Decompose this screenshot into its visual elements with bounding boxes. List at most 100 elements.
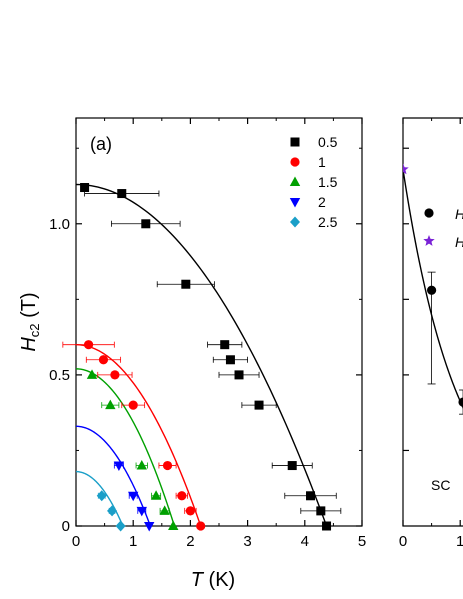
x-axis-label-main: T xyxy=(191,569,205,591)
data-point xyxy=(83,340,94,350)
data-point xyxy=(177,491,187,501)
data-point xyxy=(98,355,109,365)
x-tick-label: 2 xyxy=(186,533,194,550)
legend-label: 1 xyxy=(318,154,326,170)
data-point xyxy=(105,399,116,410)
legend-label: 1.5 xyxy=(318,174,338,190)
panel-b-x-tick-label: 1 xyxy=(456,533,463,550)
data-point xyxy=(159,505,170,515)
panel-b-data-point xyxy=(458,397,463,407)
fit-curve-0.5 xyxy=(76,183,328,526)
data-point xyxy=(196,521,206,531)
panel-b-legend-item: H xyxy=(423,234,463,250)
x-tick-label: 3 xyxy=(243,533,251,550)
legend-label: 2 xyxy=(318,194,326,210)
panel-b-series-1 xyxy=(403,163,409,175)
legend-marker xyxy=(289,176,301,186)
svg-text:Hc2 (T): Hc2 (T) xyxy=(18,292,42,351)
fit-curve-2.5 xyxy=(76,470,124,526)
panel-b: 01 HH SC xyxy=(399,117,463,550)
x-tick-label: 0 xyxy=(72,533,80,550)
x-axis-label-unit: (K) xyxy=(203,569,235,591)
panel-a-fit-curves xyxy=(76,183,328,526)
data-point xyxy=(115,520,126,532)
data-point xyxy=(110,370,120,380)
y-tick-label: 0.5 xyxy=(49,367,70,384)
panel-b-legend-marker xyxy=(424,208,434,218)
data-point xyxy=(136,460,147,470)
data-point xyxy=(162,460,173,471)
x-tick-label: 5 xyxy=(358,533,366,550)
data-point xyxy=(220,340,230,350)
panel-b-frame xyxy=(402,117,463,527)
x-tick-label: 1 xyxy=(129,533,137,550)
data-point xyxy=(141,219,151,229)
panel-a-data-points xyxy=(62,183,342,532)
legend-marker xyxy=(290,216,300,228)
panel-b-legend-label: H xyxy=(455,234,463,250)
data-point xyxy=(316,506,326,516)
data-point xyxy=(150,490,162,500)
data-point xyxy=(80,183,90,193)
x-axis-label: T (K) xyxy=(191,569,235,591)
legend-marker xyxy=(290,137,300,147)
fit-curve-1 xyxy=(76,343,202,526)
panel-a-ticks: 0 1 2 3 4 5 0 0.5 1.0 xyxy=(49,118,366,550)
data-point xyxy=(306,491,316,501)
data-point xyxy=(86,369,98,379)
y-axis-label: Hc2 (T) xyxy=(18,292,42,351)
y-tick-label: 0 xyxy=(62,518,70,535)
panel-a: 0 1 2 3 4 5 0 0.5 1.0 (a) 0.5 1 1.5 2 2.5 Hc2 (T) T … xyxy=(18,117,366,591)
legend-label: 2.5 xyxy=(318,214,338,230)
panel-b-legend: HH xyxy=(423,206,463,250)
data-point xyxy=(254,400,264,410)
fit-curve-2 xyxy=(76,425,152,526)
panel-b-x-tick-label: 0 xyxy=(399,533,407,550)
data-point xyxy=(234,370,244,380)
data-point xyxy=(117,189,127,199)
data-point xyxy=(96,490,107,502)
data-point xyxy=(128,400,138,410)
legend-item-0.5: 0.5 xyxy=(290,134,338,150)
legend: 0.5 1 1.5 2 2.5 xyxy=(289,134,338,230)
legend-item-2.5: 2.5 xyxy=(290,214,338,230)
series-1 xyxy=(62,340,206,531)
data-point xyxy=(225,355,235,365)
x-tick-label: 4 xyxy=(301,533,309,550)
panel-label: (a) xyxy=(90,134,112,154)
data-point xyxy=(168,520,179,530)
fit-curve-1.5 xyxy=(76,368,176,526)
data-point xyxy=(128,491,139,502)
panel-b-legend-marker xyxy=(423,235,435,246)
data-point xyxy=(113,461,125,472)
panel-b-legend-item: H xyxy=(424,206,463,222)
data-point xyxy=(144,522,155,532)
legend-label: 0.5 xyxy=(318,134,338,150)
series-0.5 xyxy=(80,183,342,531)
panel-b-curve xyxy=(403,169,463,410)
series-2 xyxy=(113,461,155,532)
y-axis-label-main: H xyxy=(18,337,40,352)
panel-b-data-points xyxy=(403,163,463,415)
legend-marker xyxy=(290,157,300,167)
legend-item-1.5: 1.5 xyxy=(289,174,338,190)
data-point xyxy=(287,461,297,471)
y-axis-label-unit: (T) xyxy=(18,292,40,323)
series-1.5 xyxy=(86,369,179,530)
panel-b-series-0 xyxy=(427,271,463,415)
legend-marker xyxy=(289,198,301,208)
legend-item-2: 2 xyxy=(289,194,326,210)
series-2.5 xyxy=(96,490,126,532)
sc-annotation: SC xyxy=(431,477,450,493)
data-point xyxy=(185,506,195,516)
panel-b-data-point xyxy=(403,163,409,175)
data-point xyxy=(181,279,191,289)
y-tick-label: 1.0 xyxy=(49,216,70,233)
panel-b-fit-curve xyxy=(403,169,463,410)
data-point xyxy=(136,506,147,517)
legend-item-1: 1 xyxy=(290,154,326,170)
panel-b-data-point xyxy=(427,285,437,295)
data-point xyxy=(322,521,332,531)
